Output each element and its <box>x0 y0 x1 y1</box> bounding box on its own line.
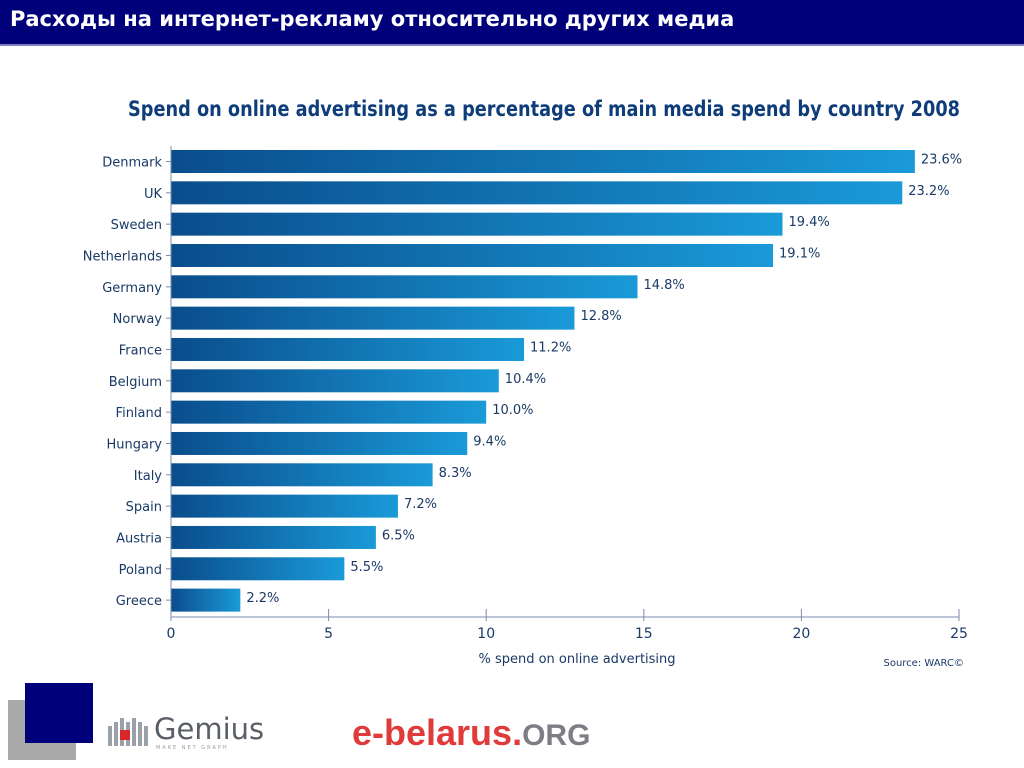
ebelarus-tld: ORG <box>522 719 591 752</box>
bar-spain <box>171 494 398 518</box>
value-label-uk: 23.2% <box>908 184 949 199</box>
value-label-germany: 14.8% <box>643 278 684 293</box>
slide-title: Расходы на интернет-рекламу относительно… <box>10 7 735 31</box>
bar-belgium <box>171 369 499 393</box>
value-label-finland: 10.0% <box>492 403 533 418</box>
x-tick-label-15: 15 <box>635 626 653 642</box>
bar-sweden <box>171 212 783 236</box>
category-label-belgium: Belgium <box>109 375 162 390</box>
category-label-germany: Germany <box>102 281 162 296</box>
value-label-austria: 6.5% <box>382 528 415 543</box>
bar-finland <box>171 400 487 424</box>
x-tick-label-20: 20 <box>792 626 810 642</box>
bar-norway <box>171 306 575 330</box>
value-label-netherlands: 19.1% <box>779 246 820 261</box>
x-tick-label-25: 25 <box>950 626 968 642</box>
category-label-poland: Poland <box>119 563 162 578</box>
category-label-france: France <box>119 343 162 358</box>
category-label-italy: Italy <box>134 469 163 484</box>
value-label-france: 11.2% <box>530 340 571 355</box>
gemius-name: Gemius <box>154 712 265 746</box>
category-label-uk: UK <box>144 187 163 202</box>
x-tick-label-10: 10 <box>477 626 495 642</box>
value-label-belgium: 10.4% <box>505 372 546 387</box>
x-axis-label: % spend on online advertising <box>478 652 675 667</box>
category-label-sweden: Sweden <box>111 218 162 233</box>
value-label-spain: 7.2% <box>404 497 437 512</box>
category-label-hungary: Hungary <box>106 437 162 452</box>
chart-title: Spend on online advertising as a percent… <box>128 97 960 121</box>
x-tick-label-0: 0 <box>167 626 176 642</box>
bar-poland <box>171 557 345 581</box>
category-label-finland: Finland <box>116 406 162 421</box>
gemius-logo: Gemius MAKE NET GRAPH <box>108 712 278 752</box>
value-label-denmark: 23.6% <box>921 153 962 168</box>
category-label-spain: Spain <box>126 500 162 515</box>
header-divider <box>0 44 1024 46</box>
category-label-norway: Norway <box>113 312 163 327</box>
category-label-netherlands: Netherlands <box>83 249 162 264</box>
value-label-norway: 12.8% <box>580 309 621 324</box>
bar-uk <box>171 181 903 205</box>
bar-germany <box>171 275 638 299</box>
category-label-austria: Austria <box>116 531 162 546</box>
bar-france <box>171 337 525 361</box>
gemius-tagline: MAKE NET GRAPH <box>156 745 229 751</box>
value-label-poland: 5.5% <box>350 560 383 575</box>
header-bar <box>0 0 1024 44</box>
bar-netherlands <box>171 243 774 267</box>
source-note: Source: WARC© <box>883 658 964 669</box>
bar-hungary <box>171 431 468 455</box>
value-label-sweden: 19.4% <box>788 215 829 230</box>
ebelarus-name: e-belarus. <box>352 712 523 753</box>
category-label-denmark: Denmark <box>102 156 162 171</box>
x-tick-label-5: 5 <box>324 626 333 642</box>
value-label-greece: 2.2% <box>246 591 279 606</box>
bar-greece <box>171 588 241 612</box>
bar-chart: Spend on online advertising as a percent… <box>83 97 968 669</box>
category-label-greece: Greece <box>116 594 162 609</box>
bar-italy <box>171 463 433 487</box>
bar-austria <box>171 525 376 549</box>
value-label-italy: 8.3% <box>439 466 472 481</box>
bar-denmark <box>171 150 915 173</box>
gemius-dots-icon <box>108 718 148 746</box>
decorative-square-navy <box>25 683 93 743</box>
ebelarus-logo: e-belarus.ORG <box>352 712 590 754</box>
value-label-hungary: 9.4% <box>473 434 506 449</box>
